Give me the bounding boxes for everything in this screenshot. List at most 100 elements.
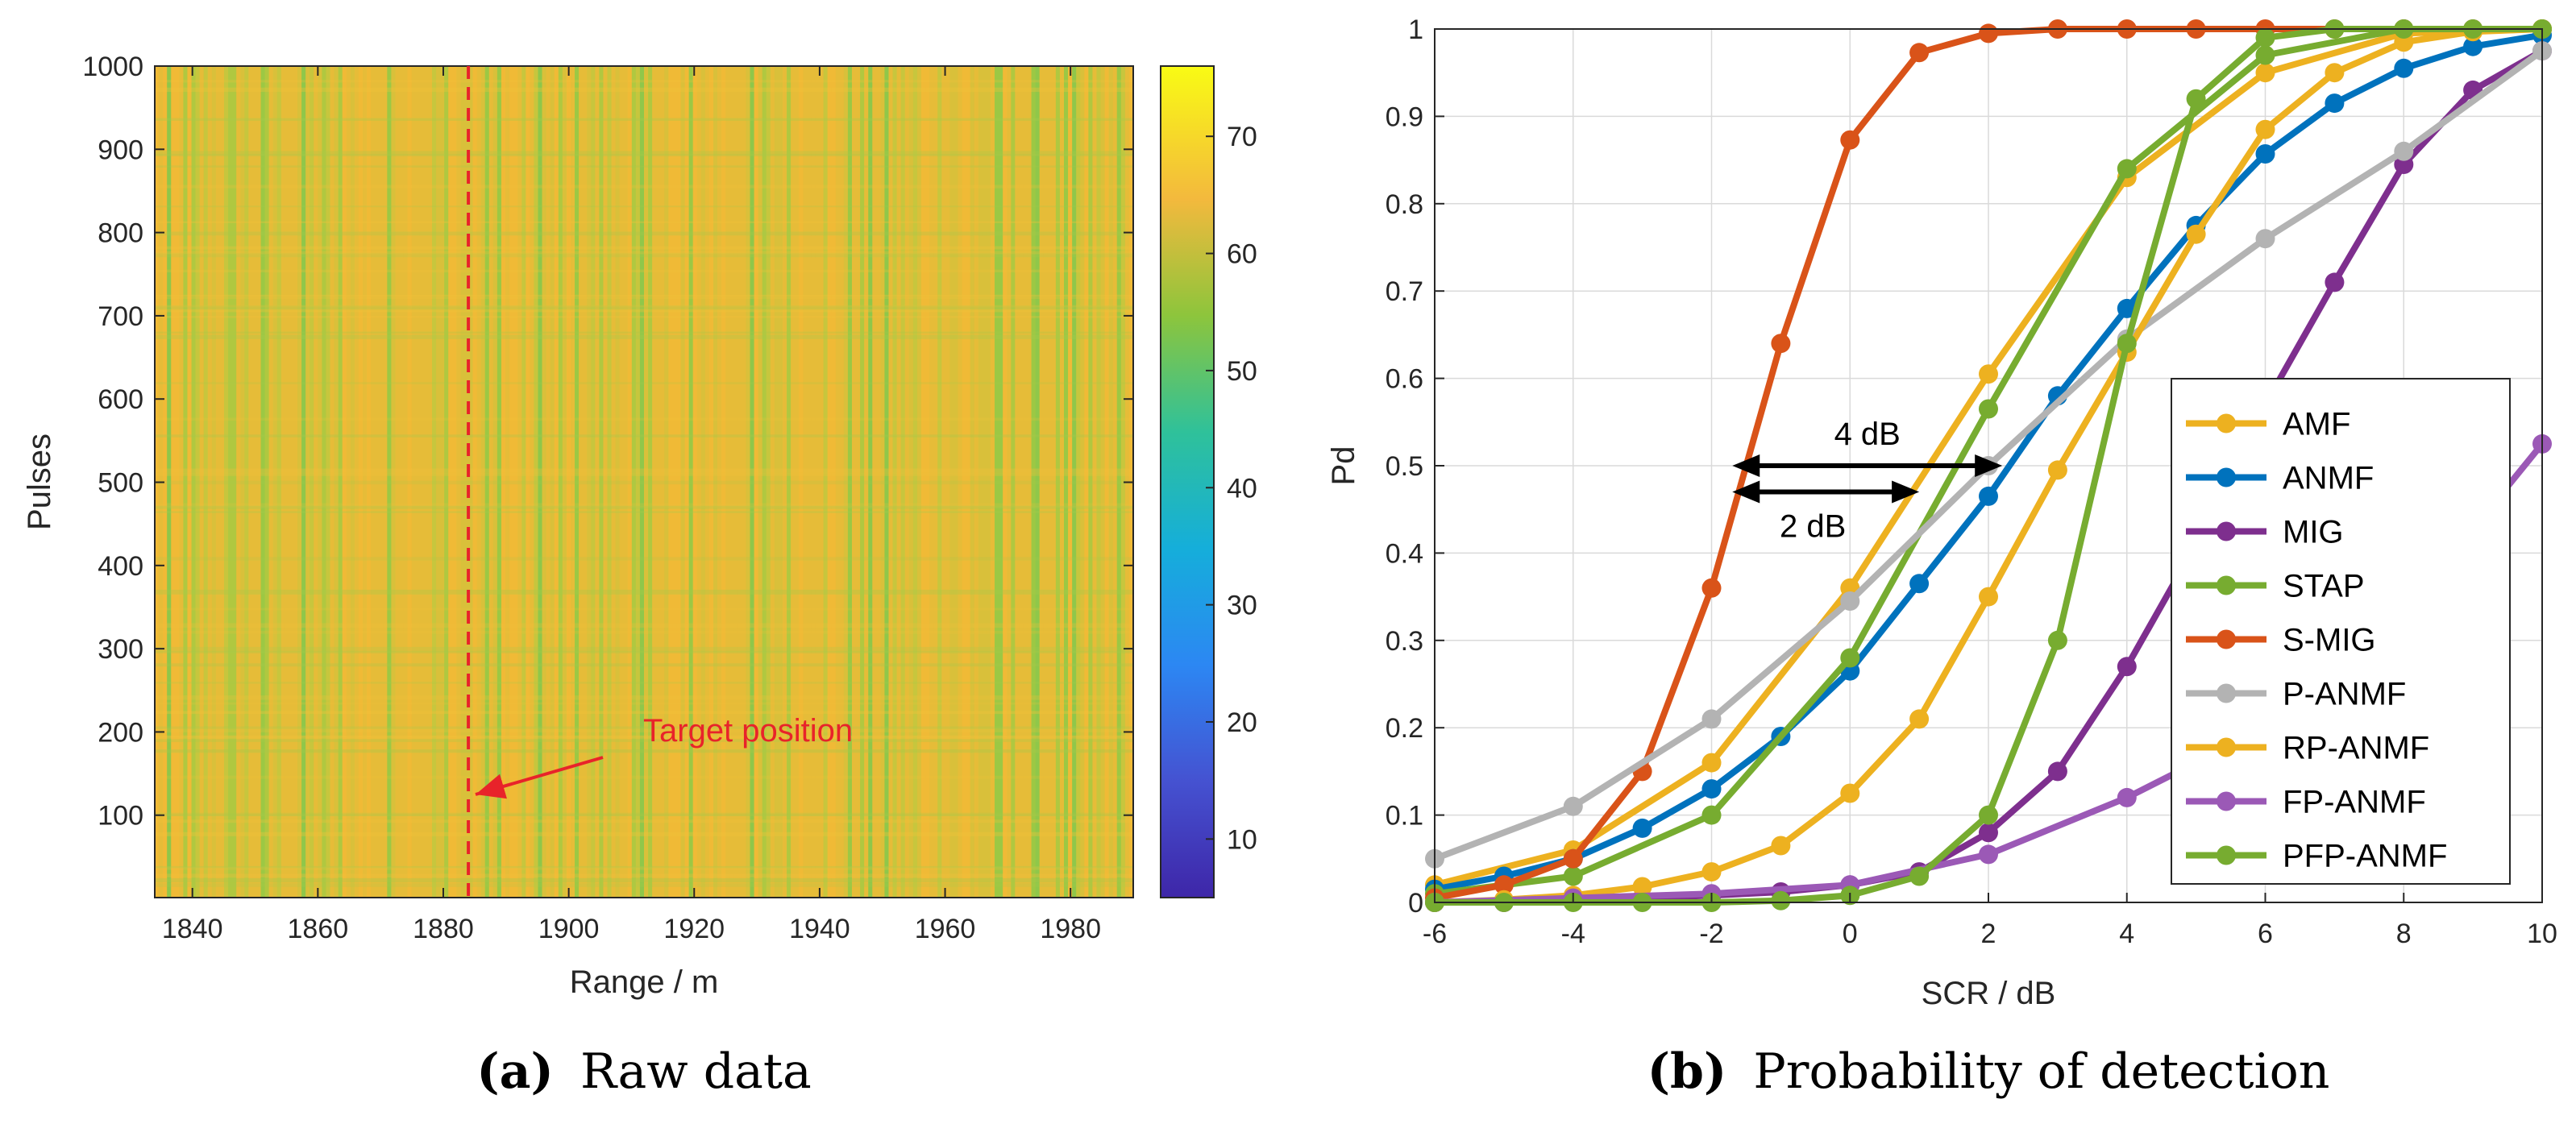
heatmap-column: [167, 66, 172, 898]
heatmap-column: [264, 66, 270, 898]
data-point-p-anmf: [1563, 796, 1583, 816]
data-point-s-mig: [1563, 848, 1583, 869]
heatmap-row-band: [155, 185, 1133, 189]
heatmap-column: [232, 66, 237, 898]
data-point-fp-anmf: [2117, 787, 2137, 807]
data-point-stap: [1979, 399, 1998, 419]
heatmap-column: [925, 66, 930, 898]
heatmap-column: [440, 66, 445, 898]
heatmap-column: [815, 66, 821, 898]
heatmap-row-band: [155, 630, 1133, 634]
data-point-s-mig: [1771, 334, 1791, 354]
heatmap-column: [452, 66, 457, 898]
heatmap-image: [155, 66, 1134, 898]
heatmap-row-band: [155, 309, 1133, 313]
heatmap-column: [595, 66, 600, 898]
heatmap-column: [843, 66, 849, 898]
colorbar-ticks: 10 20 30 40 50 60 70: [1206, 122, 1257, 855]
heatmap-column: [807, 66, 812, 898]
heatmap-column: [427, 66, 433, 898]
heatmap-column: [342, 66, 347, 898]
heatmap-column: [766, 66, 771, 898]
data-point-anmf: [1979, 486, 1998, 506]
heatmap-column: [603, 66, 609, 898]
heatmap-row-band: [155, 865, 1133, 869]
heatmap-column: [986, 66, 991, 898]
heatmap-column: [990, 66, 995, 898]
legend-swatch-marker: [2217, 629, 2236, 649]
heatmap-column: [916, 66, 922, 898]
heatmap-y-tick-label: 800: [98, 218, 143, 249]
heatmap-column: [305, 66, 310, 898]
legend-label: S-MIG: [2283, 623, 2376, 658]
heatmap-column: [1039, 66, 1045, 898]
heatmap-column: [999, 66, 1003, 898]
heatmap-column: [966, 66, 971, 898]
heatmap-column: [1007, 66, 1012, 898]
data-point-pfp-anmf: [1979, 805, 1998, 825]
data-point-rp-anmf: [2255, 119, 2275, 139]
heatmap-x-axis-label: Range / m: [570, 964, 719, 1000]
data-point-stap: [1840, 648, 1860, 668]
heatmap-y-tick-label: 400: [98, 551, 143, 582]
heatmap-column: [1035, 66, 1041, 898]
heatmap-column: [175, 66, 180, 898]
svg-text:(a) Raw data: (a) Raw data: [476, 1043, 812, 1100]
heatmap-column: [1120, 66, 1126, 898]
heatmap-row-band: [155, 883, 1133, 887]
heatmap-column: [912, 66, 918, 898]
heatmap-column: [1084, 66, 1089, 898]
heatmap-column: [252, 66, 258, 898]
heatmap-row-band: [155, 435, 1133, 438]
heatmap-column: [297, 66, 302, 898]
raw-data-heatmap-panel: 1840 1860 1880 1900 1920 1940 1960 1980 100 200 3…: [22, 52, 1257, 1000]
heatmap-row-band: [155, 246, 1133, 250]
heatmap-column: [411, 66, 417, 898]
heatmap-column: [583, 66, 588, 898]
heatmap-column: [587, 66, 592, 898]
heatmap-column: [652, 66, 657, 898]
data-point-mig: [2047, 761, 2067, 782]
heatmap-column: [1043, 66, 1049, 898]
pd-x-tick-label: 10: [2527, 919, 2557, 949]
heatmap-row-band: [155, 878, 1133, 883]
heatmap-column: [811, 66, 816, 898]
heatmap-column: [415, 66, 421, 898]
heatmap-column: [322, 66, 327, 898]
heatmap-column: [668, 66, 674, 898]
heatmap-column: [219, 66, 225, 898]
colorbar-tick-label: 20: [1227, 707, 1257, 738]
heatmap-x-tick-label: 1840: [162, 914, 223, 944]
pd-y-tick-label: 0.2: [1386, 713, 1423, 744]
data-point-mig: [2325, 272, 2345, 292]
data-point-anmf: [1701, 779, 1722, 799]
heatmap-column: [268, 66, 274, 898]
heatmap-column: [746, 66, 751, 898]
heatmap-column: [945, 66, 950, 898]
data-point-mig: [1979, 823, 1998, 843]
heatmap-row-band: [155, 468, 1133, 474]
heatmap-column: [737, 66, 742, 898]
pd-annotations: 4 dB 2 dB: [1732, 417, 2003, 545]
heatmap-column: [492, 66, 498, 898]
data-point-pfp-anmf: [1909, 866, 1930, 886]
data-point-rp-anmf: [2186, 224, 2206, 244]
heatmap-row-band: [155, 814, 1133, 816]
heatmap-column: [758, 66, 763, 898]
heatmap-column: [301, 66, 306, 898]
heatmap-row-band: [155, 480, 1133, 485]
pd-y-tick-label: 0.8: [1386, 189, 1423, 220]
heatmap-column: [517, 66, 522, 898]
heatmap-column: [566, 66, 571, 898]
heatmap-y-tick-label: 700: [98, 301, 143, 332]
data-point-pfp-anmf: [2186, 89, 2206, 109]
heatmap-column: [908, 66, 914, 898]
heatmap-row-band: [155, 819, 1133, 823]
heatmap-column: [660, 66, 665, 898]
heatmap-column: [778, 66, 783, 898]
heatmap-column: [431, 66, 437, 898]
heatmap-column: [272, 66, 278, 898]
colorbar-tick-label: 30: [1227, 591, 1257, 621]
heatmap-column: [163, 66, 168, 898]
data-point-rp-anmf: [2325, 63, 2345, 83]
